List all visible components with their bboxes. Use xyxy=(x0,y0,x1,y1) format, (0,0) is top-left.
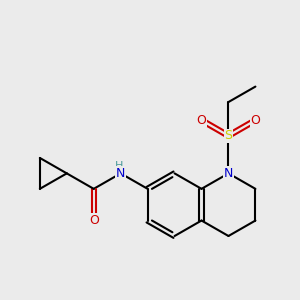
Text: N: N xyxy=(224,167,233,180)
Text: N: N xyxy=(116,167,125,180)
Text: H: H xyxy=(115,161,123,171)
Text: O: O xyxy=(89,214,99,227)
Text: O: O xyxy=(196,114,206,127)
Text: O: O xyxy=(250,114,260,127)
Text: S: S xyxy=(224,129,232,142)
